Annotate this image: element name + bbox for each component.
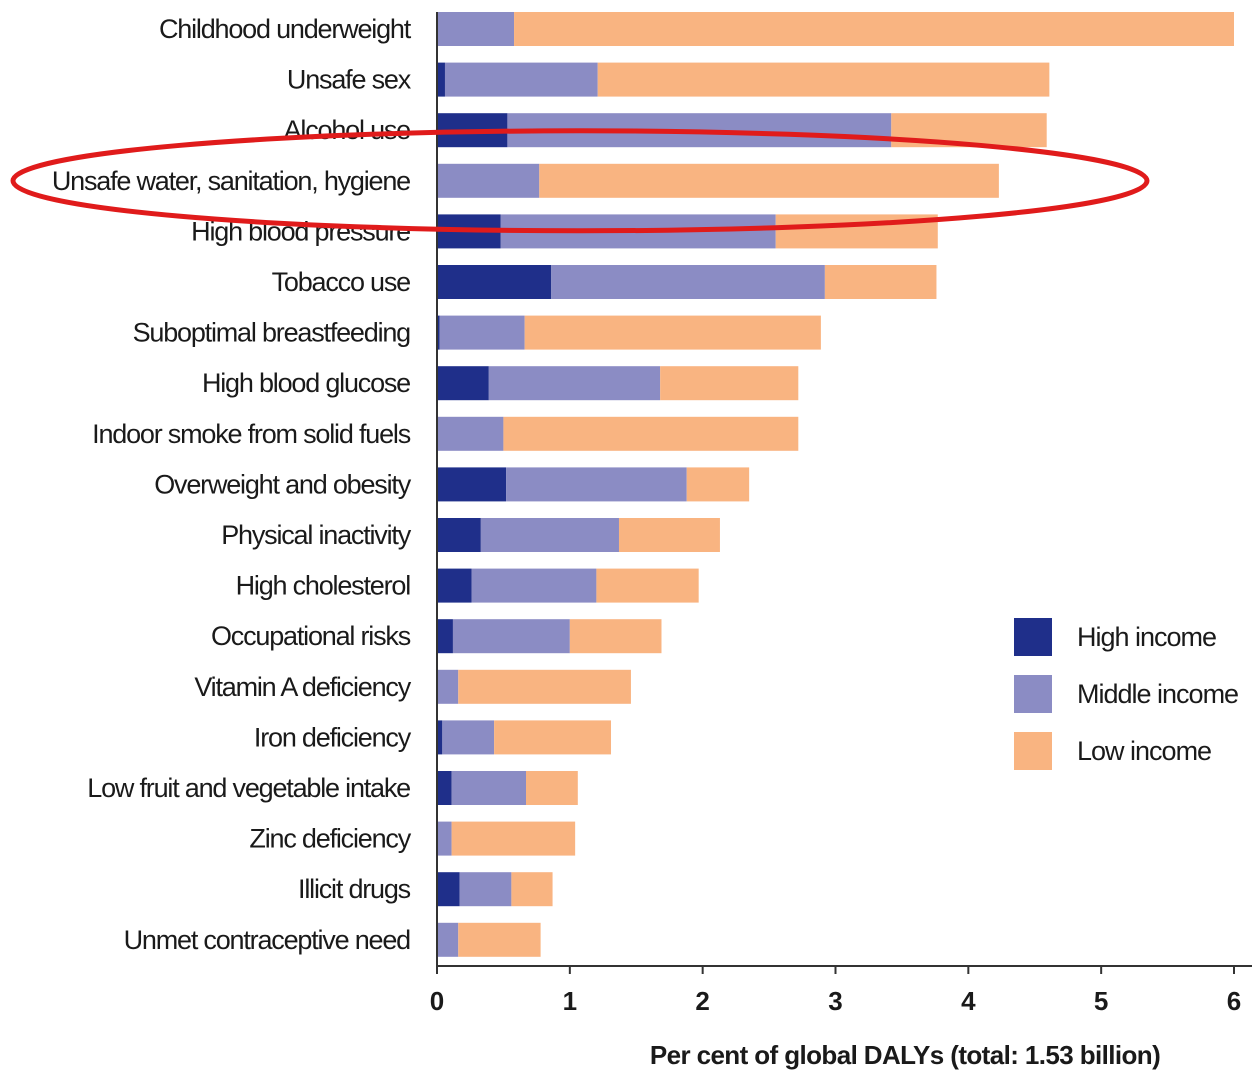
highlight-ellipse [10, 128, 1150, 234]
category-label: Vitamin A deficiency [194, 672, 411, 702]
category-label: Zinc deficiency [249, 824, 411, 854]
category-label: Tobacco use [272, 267, 411, 297]
x-tick-label: 4 [961, 986, 976, 1016]
bar-high-blood-glucose-high-income [437, 366, 489, 401]
bar-suboptimal-breastfeeding-high-income [437, 315, 440, 350]
bar-overweight-and-obesity-high-income [437, 467, 507, 502]
bar-high-cholesterol-low-income [596, 568, 699, 603]
bar-childhood-underweight-middle-income [437, 12, 515, 46]
bar-zinc-deficiency-middle-income [437, 821, 452, 856]
legend-label-low-income: Low income [1077, 736, 1211, 766]
bar-vitamin-a-deficiency-middle-income [437, 669, 459, 704]
category-labels: Childhood underweight Unsafe sex Alcohol u… [52, 14, 413, 955]
legend: High income Middle income Low income [1014, 618, 1239, 770]
bar-unmet-contraceptive-need-middle-income [437, 922, 459, 957]
bar-high-cholesterol-middle-income [471, 568, 597, 603]
category-label: Occupational risks [211, 621, 411, 651]
x-tick-label: 1 [563, 986, 577, 1016]
bar-high-blood-glucose-middle-income [488, 366, 661, 401]
x-tick-label: 3 [828, 986, 842, 1016]
legend-swatch-low-income [1014, 732, 1052, 770]
bar-illicit-drugs-high-income [437, 872, 460, 907]
bar-illicit-drugs-low-income [511, 872, 553, 907]
bar-physical-inactivity-high-income [437, 518, 481, 552]
x-tick-label: 0 [430, 986, 444, 1016]
category-label: Suboptimal breastfeeding [133, 318, 411, 348]
bar-iron-deficiency-high-income [437, 720, 443, 755]
x-tick-label: 2 [695, 986, 709, 1016]
category-label: Unsafe water, sanitation, hygiene [52, 166, 410, 196]
category-label: Alcohol use [284, 115, 411, 145]
category-label: Physical inactivity [221, 520, 411, 550]
bar-suboptimal-breastfeeding-low-income [524, 315, 821, 350]
bar-occupational-risks-low-income [569, 619, 662, 654]
bar-vitamin-a-deficiency-low-income [458, 669, 631, 704]
x-tick-label: 6 [1227, 986, 1241, 1016]
x-axis-title: Per cent of global DALYs (total: 1.53 bi… [650, 1040, 1160, 1070]
category-label: Unmet contraceptive need [124, 925, 411, 955]
bar-physical-inactivity-middle-income [480, 518, 619, 552]
bar-indoor-smoke-from-solid-fuels-low-income [503, 416, 799, 451]
bar-unsafe-water-sanitation-hygiene-low-income [539, 163, 999, 198]
category-label: High cholesterol [236, 571, 411, 601]
bar-zinc-deficiency-low-income [451, 821, 576, 856]
bar-indoor-smoke-from-solid-fuels-middle-income [437, 416, 504, 451]
bar-unsafe-water-sanitation-hygiene-middle-income [437, 163, 540, 198]
legend-label-high-income: High income [1077, 622, 1216, 652]
bar-occupational-risks-high-income [437, 619, 453, 654]
bar-iron-deficiency-low-income [494, 720, 612, 755]
bar-low-fruit-and-vegetable-intake-middle-income [451, 771, 526, 805]
legend-swatch-high-income [1014, 618, 1052, 656]
x-tick-labels: 0 1 2 3 4 5 6 [430, 966, 1241, 1016]
legend-swatch-middle-income [1014, 675, 1052, 713]
bar-occupational-risks-middle-income [452, 619, 570, 654]
bar-illicit-drugs-middle-income [459, 872, 512, 907]
bar-iron-deficiency-middle-income [442, 720, 495, 755]
bar-overweight-and-obesity-low-income [686, 467, 750, 502]
bar-unmet-contraceptive-need-low-income [458, 922, 541, 957]
category-label: High blood glucose [202, 368, 410, 398]
bar-tobacco-use-high-income [437, 265, 552, 299]
bar-childhood-underweight-low-income [514, 12, 1234, 46]
category-label: Iron deficiency [254, 722, 412, 752]
legend-label-middle-income: Middle income [1077, 679, 1238, 709]
bar-unsafe-sex-low-income [597, 62, 1050, 97]
bar-overweight-and-obesity-middle-income [506, 467, 687, 502]
category-label: Indoor smoke from solid fuels [92, 419, 411, 449]
bar-unsafe-sex-high-income [437, 62, 445, 97]
bar-tobacco-use-low-income [824, 265, 937, 299]
bar-high-cholesterol-high-income [437, 568, 472, 603]
bar-high-blood-glucose-low-income [660, 366, 799, 401]
bar-suboptimal-breastfeeding-middle-income [439, 315, 525, 350]
category-label: Low fruit and vegetable intake [87, 773, 410, 803]
x-axis [436, 12, 1252, 967]
bar-unsafe-sex-middle-income [444, 62, 598, 97]
bar-physical-inactivity-low-income [618, 518, 720, 552]
category-label: Illicit drugs [298, 874, 411, 904]
bar-tobacco-use-middle-income [551, 265, 825, 299]
bars-layer [437, 12, 1234, 957]
category-label: Childhood underweight [159, 14, 412, 44]
x-tick-label: 5 [1094, 986, 1108, 1016]
bar-low-fruit-and-vegetable-intake-low-income [525, 771, 578, 805]
category-label: Unsafe sex [287, 65, 412, 95]
category-label: Overweight and obesity [154, 469, 411, 499]
bar-low-fruit-and-vegetable-intake-high-income [437, 771, 452, 805]
